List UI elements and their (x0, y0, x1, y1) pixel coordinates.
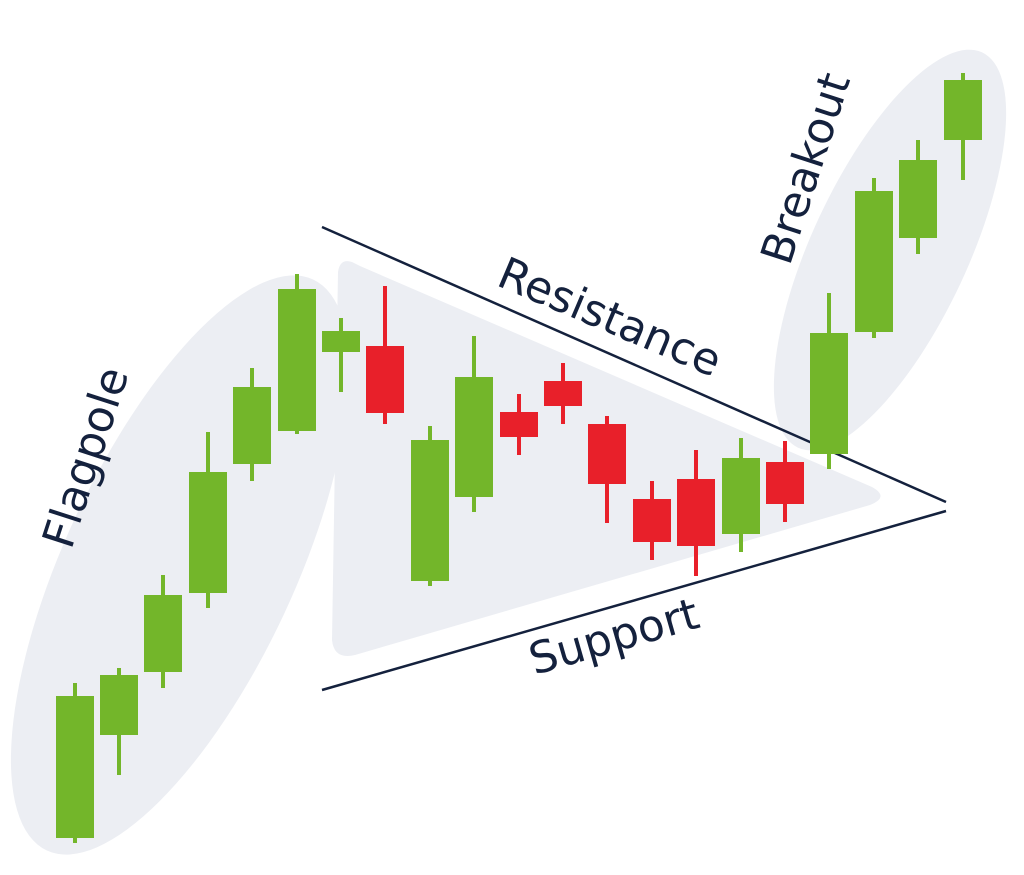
candle-body (677, 479, 715, 546)
candle-body (455, 377, 493, 497)
candlestick-series (56, 73, 982, 843)
candle-up-19 (855, 178, 893, 338)
candle-body (588, 424, 626, 484)
candle-down-13 (588, 416, 626, 523)
candle-body (810, 333, 848, 454)
candle-body (899, 160, 937, 238)
candle-down-14 (633, 481, 671, 560)
candle-up-18 (810, 293, 848, 469)
candle-up-5 (233, 368, 271, 481)
support-line (321, 509, 947, 692)
candle-up-20 (899, 140, 937, 254)
candle-up-2 (100, 668, 138, 775)
candle-up-9 (411, 426, 449, 586)
candle-body (100, 675, 138, 735)
candle-body (56, 696, 94, 838)
candle-body (633, 499, 671, 542)
resistance-line (321, 225, 947, 504)
candle-body (544, 381, 582, 406)
candle-body (144, 595, 182, 672)
candle-down-15 (677, 450, 715, 576)
candle-body (411, 440, 449, 581)
candle-up-7 (322, 318, 360, 392)
candle-down-11 (500, 394, 538, 455)
candle-up-10 (455, 336, 493, 512)
candle-down-17 (766, 441, 804, 522)
candle-up-21 (944, 73, 982, 180)
candle-up-4 (189, 432, 227, 608)
candle-body (366, 346, 404, 413)
candle-body (500, 412, 538, 437)
candle-body (855, 191, 893, 332)
candle-body (944, 80, 982, 140)
support-label: Support (523, 589, 704, 686)
candle-body (189, 472, 227, 593)
candle-up-1 (56, 683, 94, 843)
candle-down-8 (366, 286, 404, 424)
candle-up-16 (722, 438, 760, 552)
candle-up-3 (144, 575, 182, 688)
candle-up-6 (278, 274, 316, 434)
candle-down-12 (544, 363, 582, 424)
candle-body (233, 387, 271, 464)
candle-body (278, 289, 316, 431)
candle-body (766, 462, 804, 504)
candle-body (322, 331, 360, 352)
candle-body (722, 458, 760, 534)
